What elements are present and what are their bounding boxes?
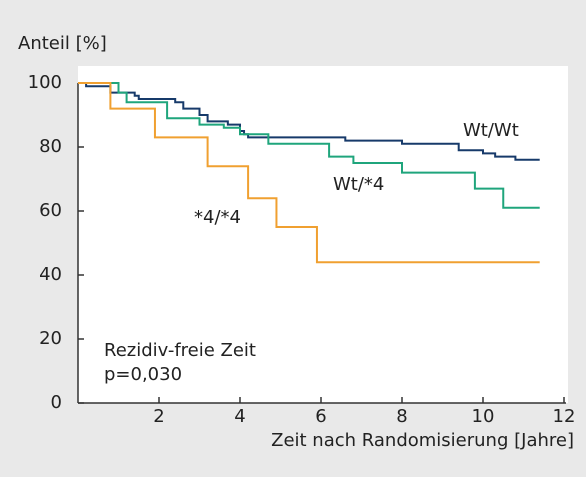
series-label: Wt/Wt [463,120,519,141]
y-tick-label: 20 [39,328,62,349]
x-tick-label: 10 [472,406,495,427]
plot-area [78,66,568,403]
annotation: p=0,030 [104,364,182,385]
series-label: *4/*4 [194,207,241,228]
x-tick-label: 6 [315,406,326,427]
x-tick-label: 8 [396,406,407,427]
x-tick-label: 4 [234,406,245,427]
y-axis-label: Anteil [%] [18,33,107,54]
y-tick-label: 80 [39,136,62,157]
y-tick-label: 40 [39,264,62,285]
series-label: Wt/*4 [333,174,384,195]
survival-curve [78,82,540,264]
y-tick-label: 60 [39,200,62,221]
survival-curve [78,82,540,161]
x-axis-label: Zeit nach Randomisierung [Jahre] [271,430,574,451]
y-tick-label: 0 [51,392,62,413]
y-tick-label: 100 [28,72,62,93]
x-tick-label: 12 [553,406,576,427]
x-tick-label: 2 [153,406,164,427]
survival-curve [78,82,540,209]
annotation: Rezidiv-freie Zeit [104,340,256,361]
